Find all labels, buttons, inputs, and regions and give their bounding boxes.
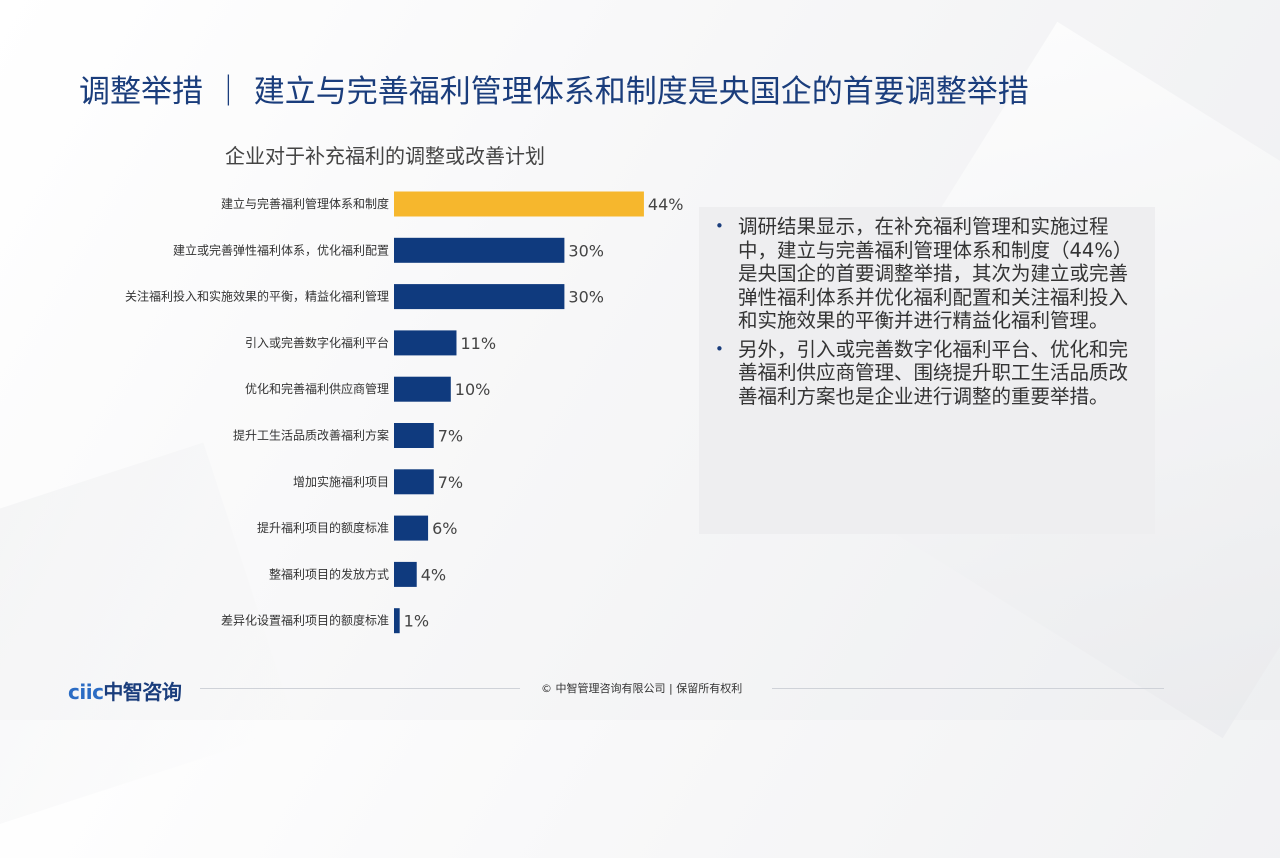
category-label: 差异化设置福利项目的额度标准 [221, 613, 389, 628]
insights-panel: • 调研结果显示，在补充福利管理和实施过程中，建立与完善福利管理体系和制度（44… [699, 207, 1155, 534]
value-label: 30% [568, 288, 604, 307]
category-label: 提升福利项目的额度标准 [257, 520, 389, 535]
bar-chart: 建立与完善福利管理体系和制度 44% 建立或完善弹性福利体系，优化福利配置 30% 关注… [125, 191, 684, 634]
insight-item: • 调研结果显示，在补充福利管理和实施过程中，建立与完善福利管理体系和制度（44… [709, 215, 1147, 333]
footer-divider [200, 688, 520, 689]
bar [394, 237, 565, 263]
bar [394, 423, 434, 448]
category-label: 整福利项目的发放方式 [269, 566, 389, 581]
category-label: 提升工生活品质改善福利方案 [233, 428, 389, 443]
bar [394, 515, 429, 541]
bar [394, 284, 565, 310]
insight-item: • 另外，引入或完善数字化福利平台、优化和完善福利供应商管理、围绕提升职工生活品… [709, 338, 1147, 409]
company-logo: ciic中智咨询 [68, 680, 182, 704]
bullet-icon: • [715, 339, 724, 358]
value-label: 7% [438, 473, 463, 492]
insight-text: 另外，引入或完善数字化福利平台、优化和完善福利供应商管理、围绕提升职工生活品质改… [738, 337, 1129, 408]
value-label: 10% [455, 380, 491, 399]
value-label: 6% [432, 519, 457, 538]
category-label: 优化和完善福利供应商管理 [245, 381, 389, 396]
page-title: 调整举措 ｜ 建立与完善福利管理体系和制度是央国企的首要调整举措 [79, 74, 1029, 110]
value-label: 7% [438, 427, 463, 446]
value-label: 1% [404, 612, 429, 631]
bar [394, 191, 644, 217]
value-label: 4% [421, 565, 446, 584]
value-label: 44% [648, 195, 684, 214]
insight-text: 调研结果显示，在补充福利管理和实施过程中，建立与完善福利管理体系和制度（44%）… [738, 215, 1133, 332]
category-label: 关注福利投入和实施效果的平衡，精益化福利管理 [125, 289, 389, 304]
chart-title: 企业对于补充福利的调整或改善计划 [225, 144, 545, 168]
bar [394, 561, 417, 587]
bar [394, 608, 400, 634]
category-label: 建立与完善福利管理体系和制度 [221, 196, 389, 211]
footer-divider [772, 688, 1164, 689]
bar [394, 469, 434, 495]
category-label: 建立或完善弹性福利体系，优化福利配置 [173, 242, 389, 257]
bar [394, 330, 457, 356]
category-label: 引入或完善数字化福利平台 [245, 335, 389, 350]
value-label: 11% [460, 334, 496, 353]
copyright-text: © 中智管理咨询有限公司 | 保留所有权利 [541, 682, 743, 695]
bar [394, 376, 451, 402]
category-label: 增加实施福利项目 [293, 474, 389, 489]
bullet-icon: • [715, 217, 724, 235]
value-label: 30% [568, 241, 604, 260]
